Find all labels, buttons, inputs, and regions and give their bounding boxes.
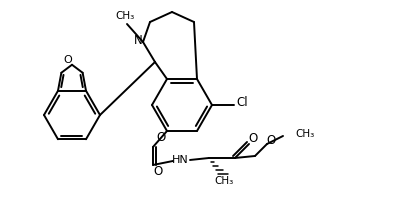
Text: O: O bbox=[248, 133, 257, 146]
Text: Cl: Cl bbox=[236, 97, 247, 109]
Text: O: O bbox=[266, 134, 275, 147]
Text: O: O bbox=[156, 131, 165, 144]
Text: O: O bbox=[153, 165, 162, 178]
Text: CH₃: CH₃ bbox=[294, 129, 313, 139]
Text: CH₃: CH₃ bbox=[214, 176, 233, 186]
Text: HN: HN bbox=[171, 155, 188, 165]
Text: O: O bbox=[64, 55, 72, 65]
Text: CH₃: CH₃ bbox=[115, 11, 134, 21]
Text: N: N bbox=[133, 34, 142, 46]
